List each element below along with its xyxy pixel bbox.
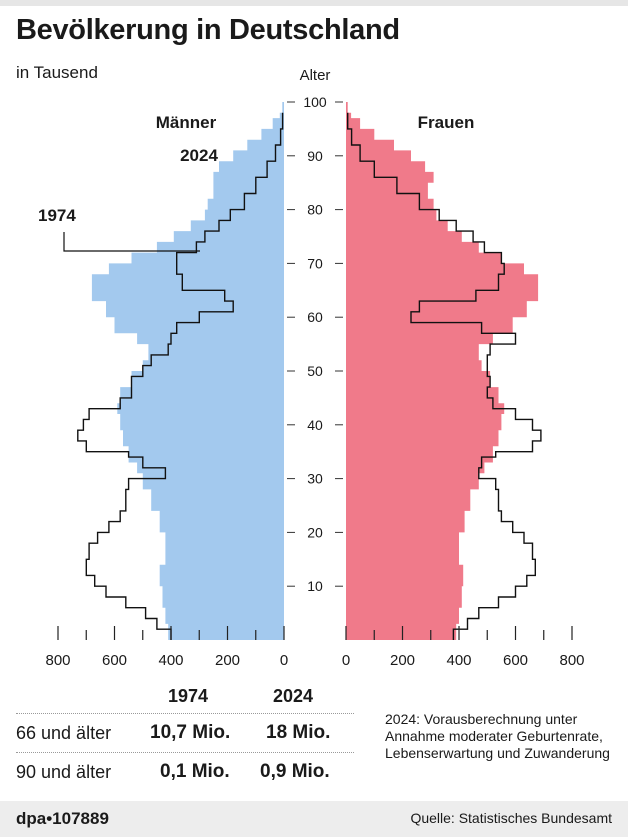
men-1974-outline	[77, 112, 284, 640]
x-tick-label-men: 400	[158, 652, 183, 669]
x-tick-label-women: 400	[446, 652, 471, 669]
women-label: Frauen	[418, 113, 475, 132]
women-1974-outline	[347, 112, 542, 640]
age-tick-label: 50	[307, 363, 323, 379]
age-tick-label: 70	[307, 255, 323, 271]
x-tick-label-men: 600	[102, 652, 127, 669]
table-cell-2024: 18 Mio.	[266, 722, 331, 743]
age-tick-label: 40	[307, 417, 323, 433]
projection-note: 2024: Vorausberechnung unter Annahme mod…	[385, 711, 610, 761]
age-tick-label: 60	[307, 309, 323, 325]
x-tick-label-women: 200	[390, 652, 415, 669]
agency-id: dpa•107889	[16, 809, 109, 828]
table-row-label: 90 und älter	[16, 762, 112, 782]
x-tick-label-men: 0	[280, 652, 288, 669]
x-tick-label-women: 0	[342, 652, 350, 669]
x-tick-label-women: 600	[503, 652, 528, 669]
men-2024-area	[91, 102, 285, 640]
table-divider	[16, 713, 354, 714]
label-1974-leader	[63, 232, 200, 252]
age-tick-label: 20	[307, 524, 323, 540]
source-text: Quelle: Statistisches Bundesamt	[410, 810, 612, 826]
age-tick-label: 90	[307, 148, 323, 164]
footer: dpa•107889 Quelle: Statistisches Bundesa…	[0, 801, 628, 837]
table-divider	[16, 752, 354, 753]
label-2024: 2024	[180, 146, 218, 165]
table-row-label: 66 und älter	[16, 723, 112, 743]
age-tick-label: 80	[307, 202, 323, 218]
age-axis-label: Alter	[300, 67, 331, 84]
top-bar	[0, 0, 628, 6]
x-tick-label-men: 200	[215, 652, 240, 669]
x-tick-label-women: 800	[559, 652, 584, 669]
women-2024-area	[346, 102, 539, 640]
label-1974: 1974	[38, 206, 76, 225]
age-tick-label: 10	[307, 578, 323, 594]
men-label: Männer	[156, 113, 217, 132]
population-pyramid-chart: 10 20 30 40 50 60 70 80 90 100 Alter 800 600 400 200 0 0…	[38, 67, 585, 669]
x-tick-label-men: 800	[45, 652, 70, 669]
age-tick-label: 100	[303, 94, 327, 110]
chart-subtitle: in Tausend	[16, 63, 98, 82]
table-cell-2024: 0,9 Mio.	[260, 761, 330, 782]
table-cell-1974: 10,7 Mio.	[150, 722, 231, 743]
table-header-1974: 1974	[168, 686, 209, 706]
table-header-2024: 2024	[273, 686, 314, 706]
age-tick-label: 30	[307, 471, 323, 487]
chart-title: Bevölkerung in Deutschland	[16, 14, 400, 46]
table-cell-1974: 0,1 Mio.	[160, 761, 230, 782]
